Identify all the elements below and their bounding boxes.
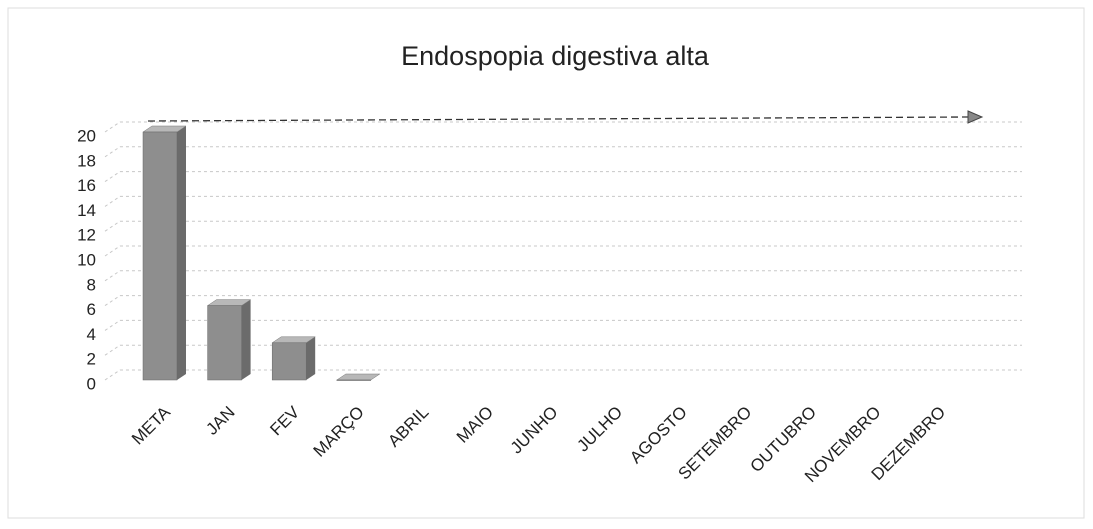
grid-line	[104, 319, 1022, 331]
y-tick-label: 18	[77, 151, 96, 170]
bar-side	[241, 299, 251, 380]
bar	[142, 131, 178, 381]
bar-side	[177, 126, 186, 380]
arrow-head	[967, 110, 984, 124]
grid-line	[104, 369, 1022, 381]
chart-frame	[7, 7, 1085, 519]
y-tick-label: 10	[77, 250, 96, 269]
grid-line	[104, 344, 1022, 356]
grid-line	[104, 220, 1022, 232]
bar	[271, 342, 307, 381]
bar	[336, 379, 372, 381]
y-tick-label: 20	[77, 126, 96, 145]
grid-line	[104, 270, 1022, 282]
y-tick-label: 6	[87, 300, 96, 319]
annotation-arrow	[147, 116, 969, 122]
y-tick-label: 16	[77, 176, 96, 195]
bar-side	[306, 336, 316, 380]
y-tick-label: 2	[87, 350, 96, 369]
chart-title: Endospopia digestiva alta	[401, 41, 710, 71]
y-tick-label: 12	[77, 226, 96, 245]
grid-line	[104, 245, 1022, 257]
y-tick-label: 14	[77, 201, 96, 220]
grid-line	[104, 121, 1022, 133]
grid-line	[104, 146, 1022, 158]
bar	[207, 305, 242, 381]
grid-line	[104, 195, 1022, 207]
grid-line	[104, 171, 1022, 183]
grid-line	[104, 295, 1022, 307]
y-tick-label: 0	[87, 374, 96, 393]
y-tick-label: 8	[87, 275, 96, 294]
y-tick-label: 4	[87, 325, 96, 344]
